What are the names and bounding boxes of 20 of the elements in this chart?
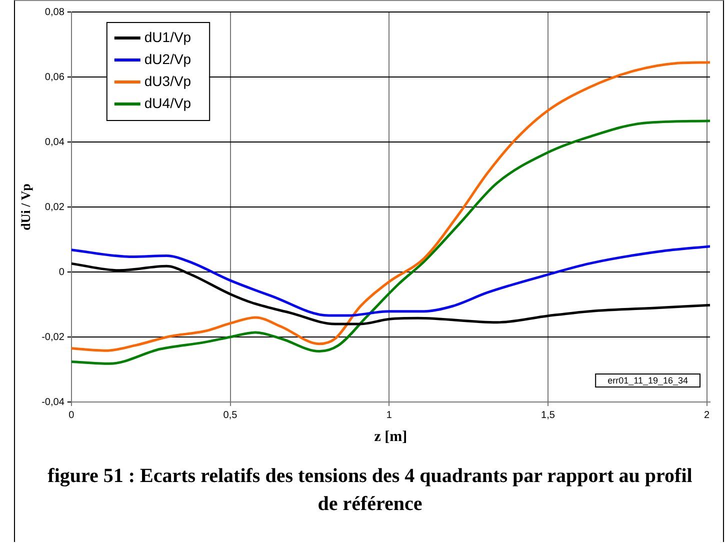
legend-label: dU4/Vp xyxy=(144,94,192,111)
x-tick-label: 2 xyxy=(704,410,710,421)
y-tick-label: 0 xyxy=(58,266,65,278)
legend-label: dU3/Vp xyxy=(144,72,192,89)
legend-label: dU1/Vp xyxy=(144,28,192,45)
x-tick-label: 1,5 xyxy=(541,410,556,421)
y-tick-label: 0,04 xyxy=(44,136,65,148)
x-tick-label: 0,5 xyxy=(223,410,238,421)
annotation: err01_11_19_16_34 xyxy=(608,375,688,386)
y-tick-label: -0,02 xyxy=(42,332,65,343)
y-tick-label: 0,06 xyxy=(44,72,65,83)
x-tick-label: 1 xyxy=(386,410,392,421)
y-tick-label: -0,04 xyxy=(42,396,65,408)
text: figure 51 : Ecarts relatifs des tensions des 4 quadrants par rapport au profil de référence xyxy=(46,464,694,517)
legend-label: dU2/Vp xyxy=(144,50,192,67)
y-axis-title: dUi / Vp xyxy=(18,184,34,230)
y-tick-label: 0,02 xyxy=(44,202,65,213)
x-axis-title: z [m] xyxy=(374,428,408,445)
x-tick-label: 0 xyxy=(68,410,75,421)
y-tick-label: 0,08 xyxy=(44,6,65,18)
